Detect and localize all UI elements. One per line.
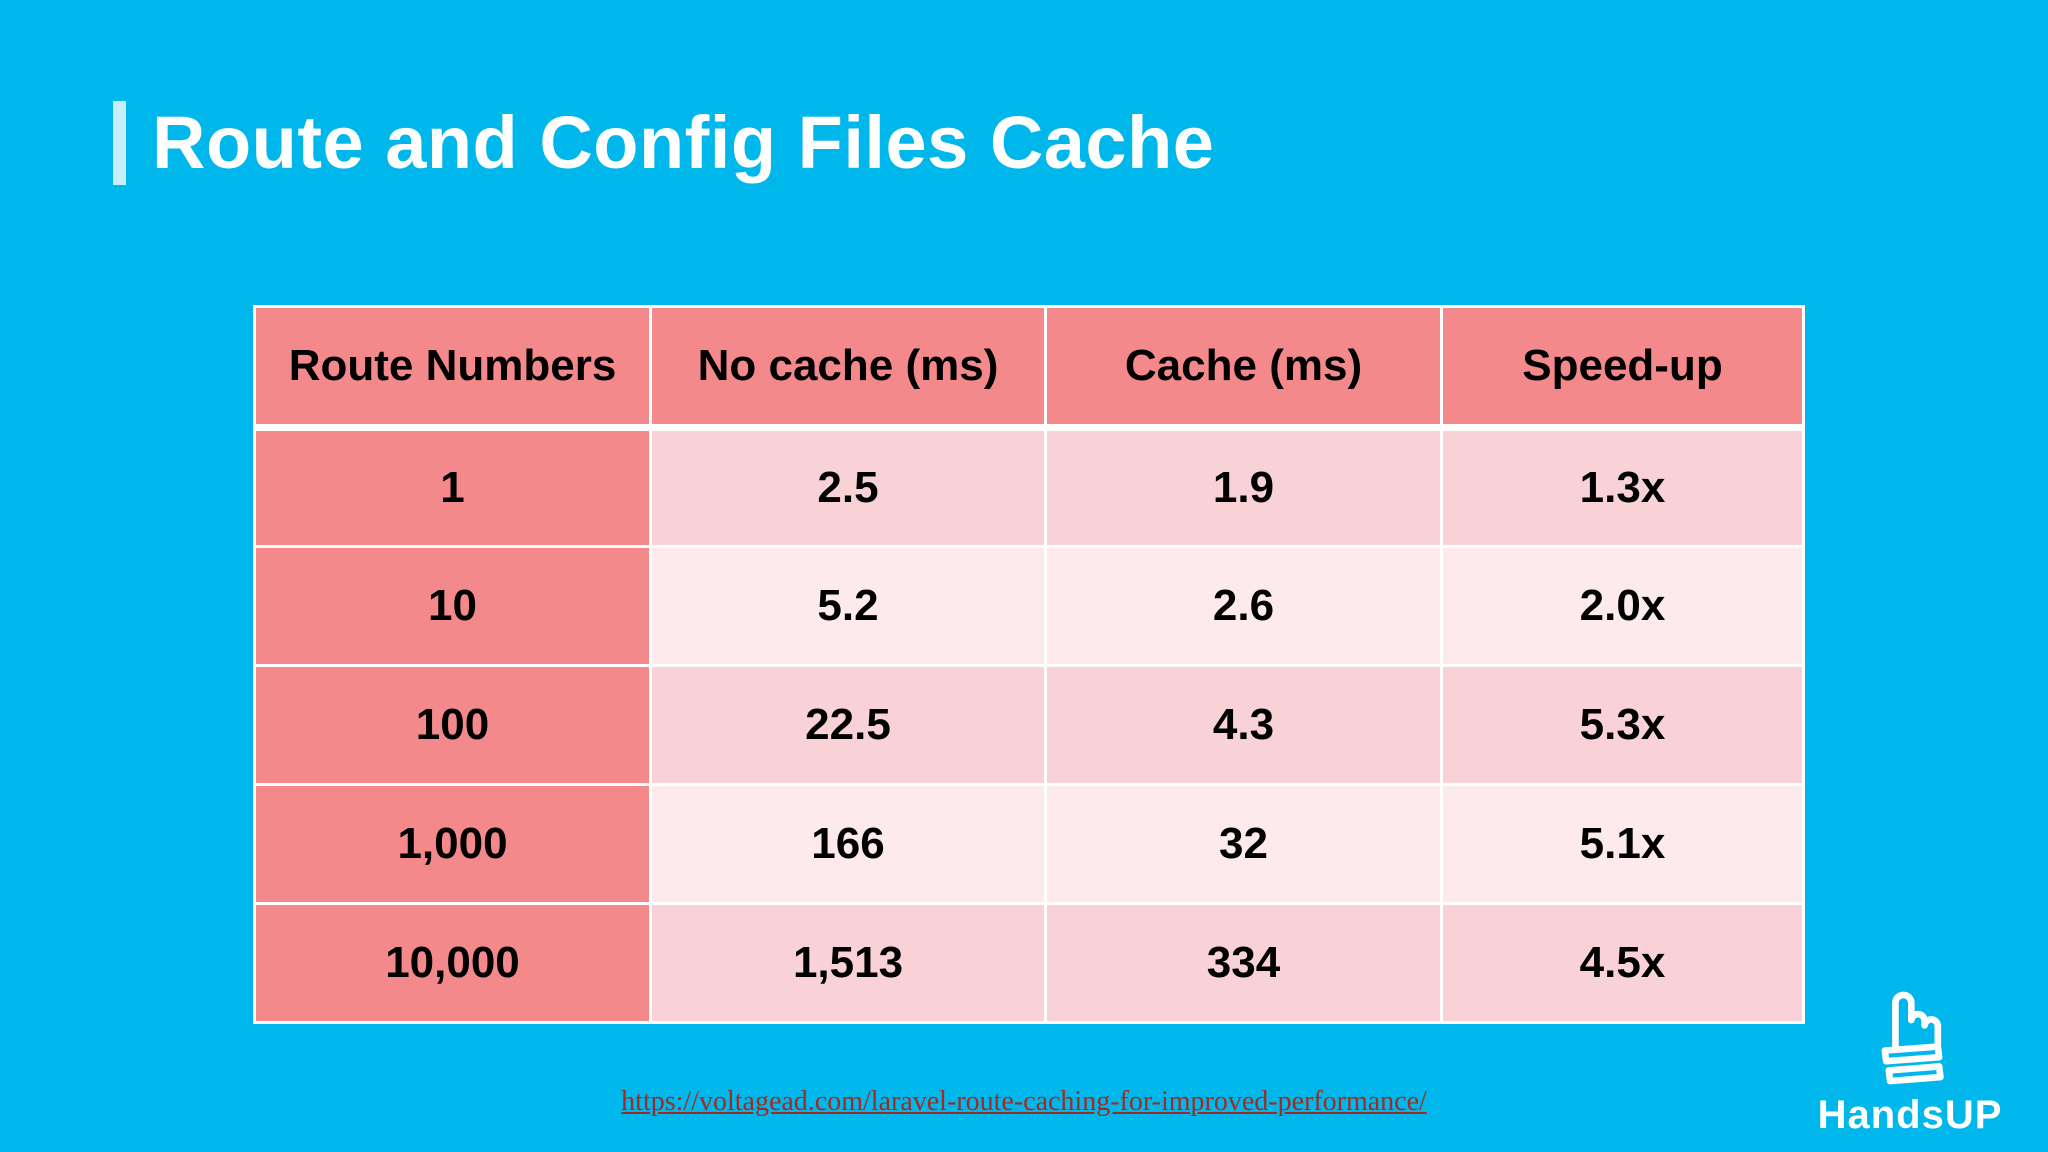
page-title: Route and Config Files Cache bbox=[152, 101, 1215, 184]
data-cell: 1,513 bbox=[649, 902, 1047, 1024]
title-accent-bar bbox=[113, 101, 126, 185]
table-row: 1 2.5 1.9 1.3x bbox=[253, 426, 1805, 548]
data-cell: 22.5 bbox=[649, 664, 1047, 786]
table-header-row: Route Numbers No cache (ms) Cache (ms) S… bbox=[253, 305, 1805, 431]
data-cell: 334 bbox=[1044, 902, 1443, 1024]
handsup-logo: HandsUP bbox=[1800, 983, 2020, 1138]
column-header-no-cache: No cache (ms) bbox=[649, 305, 1047, 431]
row-header-cell: 10 bbox=[253, 545, 652, 667]
row-header-cell: 10,000 bbox=[253, 902, 652, 1024]
data-cell: 5.3x bbox=[1440, 664, 1805, 786]
data-cell: 1.3x bbox=[1440, 426, 1805, 548]
data-cell: 5.1x bbox=[1440, 783, 1805, 905]
route-cache-benchmark-table: Route Numbers No cache (ms) Cache (ms) S… bbox=[253, 305, 1805, 1024]
data-cell: 32 bbox=[1044, 783, 1443, 905]
column-header-route-numbers: Route Numbers bbox=[253, 305, 652, 431]
table-row: 10,000 1,513 334 4.5x bbox=[253, 902, 1805, 1024]
data-cell: 166 bbox=[649, 783, 1047, 905]
data-cell: 4.3 bbox=[1044, 664, 1443, 786]
table-row: 10 5.2 2.6 2.0x bbox=[253, 545, 1805, 667]
data-cell: 2.0x bbox=[1440, 545, 1805, 667]
data-cell: 2.6 bbox=[1044, 545, 1443, 667]
source-link[interactable]: https://voltagead.com/laravel-route-cach… bbox=[621, 1086, 1427, 1117]
table-row: 1,000 166 32 5.1x bbox=[253, 783, 1805, 905]
slide-header: Route and Config Files Cache bbox=[113, 100, 1214, 186]
data-cell: 2.5 bbox=[649, 426, 1047, 548]
row-header-cell: 1,000 bbox=[253, 783, 652, 905]
row-header-cell: 1 bbox=[253, 426, 652, 548]
hand-pointing-up-icon bbox=[1860, 983, 1960, 1089]
data-cell: 4.5x bbox=[1440, 902, 1805, 1024]
table-row: 100 22.5 4.3 5.3x bbox=[253, 664, 1805, 786]
data-cell: 5.2 bbox=[649, 545, 1047, 667]
row-header-cell: 100 bbox=[253, 664, 652, 786]
column-header-cache: Cache (ms) bbox=[1044, 305, 1443, 431]
source-row: https://voltagead.com/laravel-route-cach… bbox=[0, 1086, 2048, 1118]
column-header-speed-up: Speed-up bbox=[1440, 305, 1805, 431]
data-cell: 1.9 bbox=[1044, 426, 1443, 548]
brand-name: HandsUP bbox=[1817, 1093, 2003, 1137]
